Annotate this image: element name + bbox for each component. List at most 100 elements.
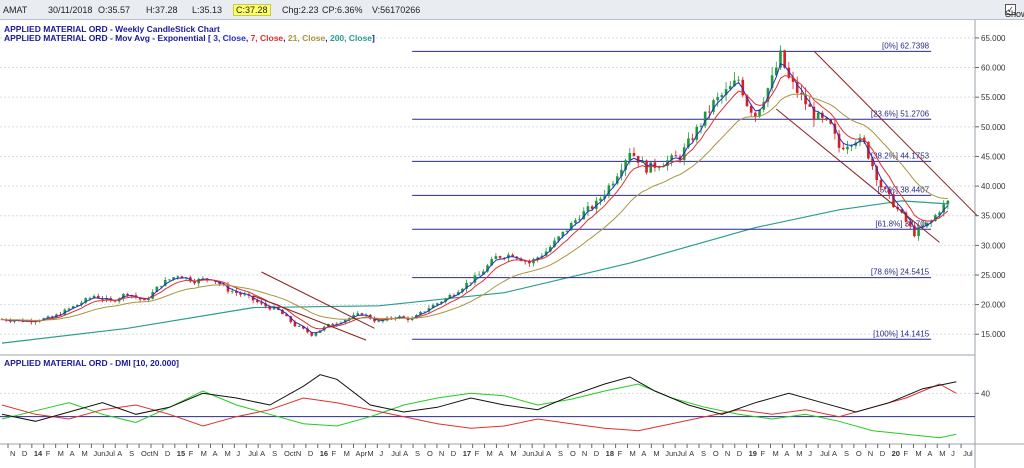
x-tick-label-45: A (546, 449, 551, 458)
candle-210 (879, 177, 883, 192)
candle-165 (691, 133, 694, 142)
x-tick-label-22: S (272, 449, 277, 458)
candle-body-138 (578, 219, 581, 221)
candle-body-65 (272, 307, 276, 310)
candle-body-223 (934, 215, 937, 222)
show-last-toggle[interactable]: ✓ Show Last (1005, 4, 1024, 19)
candle-161 (674, 150, 678, 157)
candle-219 (917, 224, 920, 241)
candle-body-30 (126, 293, 129, 295)
candle-body-11 (46, 316, 50, 319)
candle-198 (829, 118, 832, 125)
x-tick-label-75: F (904, 449, 909, 458)
fib-label-5: [78.6%] 24.5415 (871, 268, 930, 277)
x-tick-label-21: A (260, 449, 265, 458)
candle-129 (540, 253, 544, 260)
candle-body-136 (569, 223, 573, 231)
candle-201 (841, 142, 845, 151)
candle-body-226 (946, 200, 950, 205)
candle-body-98 (410, 318, 414, 320)
x-tick-label-4: M (58, 449, 64, 458)
date-label: 30/11/2018 (48, 5, 93, 15)
candle-body-14 (59, 314, 62, 316)
x-tick-label-39: F (475, 449, 480, 458)
x-tick-label-67: J (808, 449, 812, 458)
candle-body-157 (657, 167, 661, 169)
candle-179 (749, 103, 753, 117)
candle-body-193 (808, 104, 812, 107)
candle-body-29 (122, 293, 125, 299)
candle-167 (699, 123, 703, 134)
candle-body-218 (913, 225, 916, 237)
x-tick-label-59: O (713, 449, 719, 458)
candle-192 (804, 87, 807, 111)
candle-body-113 (473, 275, 477, 283)
candle-body-17 (71, 306, 75, 309)
x-tick-label-6: M (81, 449, 87, 458)
candle-body-18 (76, 304, 79, 307)
candle-body-155 (649, 162, 653, 173)
candle-body-37 (155, 286, 159, 293)
ema-7-line (1, 75, 949, 330)
x-tick-label-66: M (796, 449, 802, 458)
candle-body-137 (574, 220, 577, 224)
candle-69 (289, 315, 293, 324)
candle-151 (632, 147, 636, 157)
candle-171 (716, 92, 719, 107)
candle-79 (331, 322, 334, 325)
price-tick-label-4: 35.000 (981, 212, 1006, 221)
ma-legend-item-3: 200, Close (330, 33, 372, 43)
candle-body-104 (435, 303, 439, 305)
x-tick-label-5: A (70, 449, 75, 458)
candle-body-57 (239, 292, 242, 295)
candle-body-170 (712, 100, 715, 112)
candle-body-134 (561, 231, 565, 237)
x-tick-label-15: F (189, 449, 194, 458)
price-tick-label-2: 25.000 (981, 271, 1006, 280)
candle-41 (172, 277, 175, 281)
show-last-checkbox[interactable]: ✓ (1005, 4, 1016, 15)
candle-body-151 (632, 152, 636, 156)
candle-body-177 (741, 79, 745, 96)
candle-body-129 (540, 255, 544, 258)
candle-226 (946, 199, 950, 210)
x-tick-label-78: M (939, 449, 945, 458)
candle-body-75 (314, 332, 318, 336)
candle-body-127 (532, 259, 535, 264)
candle-body-106 (444, 298, 447, 302)
candle-170 (712, 98, 715, 115)
x-tick-label-50: 18 (606, 449, 614, 458)
x-tick-label-25: D (308, 449, 314, 458)
candle-body-34 (143, 299, 146, 301)
candle-155 (649, 162, 653, 173)
candle-body-198 (829, 119, 832, 124)
ma-legend: APPLIED MATERIAL ORD - Mov Avg - Exponen… (4, 33, 375, 43)
candle-body-55 (230, 291, 234, 293)
candle-173 (724, 82, 728, 102)
candle-body-189 (791, 77, 795, 82)
x-tick-label-80: Jul (963, 449, 973, 458)
candle-body-103 (431, 304, 435, 309)
candle-body-56 (235, 291, 238, 293)
candle-139 (582, 207, 586, 220)
x-tick-label-57: A (689, 449, 694, 458)
candle-57 (239, 291, 242, 297)
candle-169 (708, 105, 711, 120)
candle-body-225 (942, 204, 946, 213)
candle-100 (419, 311, 422, 316)
x-tick-label-18: M (224, 449, 230, 458)
x-tick-label-53: A (641, 449, 646, 458)
candle-body-111 (465, 283, 468, 289)
change-percent-value: CP:6.36% (322, 5, 363, 15)
candle-110 (461, 287, 464, 294)
candle-body-38 (159, 285, 163, 287)
candle-body-205 (858, 137, 862, 143)
candle-62 (260, 299, 263, 306)
candle-body-167 (699, 125, 703, 127)
x-tick-label-61: D (737, 449, 743, 458)
x-tick-label-30: M (367, 449, 373, 458)
ma-legend-prefix: APPLIED MATERIAL ORD - Mov Avg - Exponen… (4, 33, 211, 43)
candle-body-199 (833, 123, 837, 134)
candle-body-165 (691, 138, 694, 140)
x-tick-label-64: M (772, 449, 778, 458)
